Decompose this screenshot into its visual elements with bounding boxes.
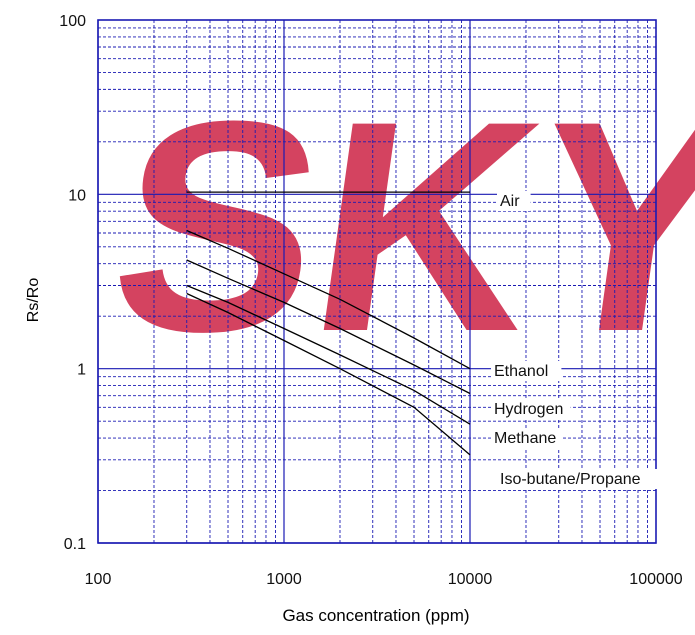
y-axis-label: Rs/Ro <box>25 278 42 323</box>
series-label-air: Air <box>500 193 520 210</box>
series-label-hydrogen: Hydrogen <box>494 401 563 418</box>
x-tick-label: 1000 <box>266 571 302 588</box>
series-line-iso-butane-propane <box>186 292 471 456</box>
series-line-hydrogen <box>186 259 471 395</box>
x-tick-label: 10000 <box>448 571 493 588</box>
series-label-background <box>491 399 571 419</box>
series-label-ethanol: Ethanol <box>494 363 548 380</box>
y-tick-label: 1 <box>77 362 86 379</box>
watermark: SKY <box>95 58 695 393</box>
plot-frame <box>97 19 657 544</box>
tick-labels: 0.1 1 10 100 100 1000 10000 100000 <box>59 13 683 588</box>
y-tick-label: 10 <box>68 187 86 204</box>
series-line-methane <box>186 284 471 425</box>
series-label-background <box>491 428 562 448</box>
series-group <box>186 191 471 456</box>
series-line-ethanol <box>186 229 471 370</box>
x-tick-label: 100 <box>85 571 112 588</box>
series-label-background <box>497 191 531 211</box>
x-axis-label: Gas concentration (ppm) <box>282 606 469 625</box>
series-labels: Air Ethanol Hydrogen Methane Iso-butane/Prop… <box>491 191 669 489</box>
watermark-text: SKY <box>95 58 695 393</box>
series-label-iso-butane-propane: Iso-butane/Propane <box>500 471 641 488</box>
series-label-background <box>497 469 669 489</box>
x-tick-label: 100000 <box>629 571 682 588</box>
y-tick-label: 100 <box>59 13 86 30</box>
series-label-background <box>491 361 562 381</box>
series-label-methane: Methane <box>494 430 556 447</box>
grid <box>97 19 657 544</box>
y-tick-label: 0.1 <box>64 536 86 553</box>
